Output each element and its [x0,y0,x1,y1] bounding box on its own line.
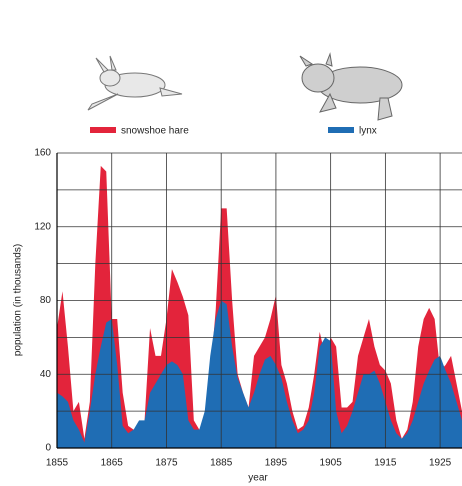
y-axis-label: population (in thousands) [13,244,24,356]
x-tick-label: 1895 [265,458,288,469]
y-tick-label: 40 [40,369,52,380]
x-tick-label: 1855 [46,458,69,469]
hare-illustration [87,55,183,111]
legend-label: snowshoe hare [121,126,189,137]
x-axis-label: year [248,473,268,484]
y-tick-label: 0 [45,443,51,454]
x-tick-label: 1865 [101,458,124,469]
y-tick-label: 80 [40,295,52,306]
x-tick-label: 1905 [320,458,343,469]
legend-swatch [328,127,354,133]
legend-label: lynx [359,126,377,137]
area [57,165,462,448]
x-tick-label: 1925 [429,458,452,469]
lynx-illustration [299,52,403,121]
x-tick-label: 1885 [210,458,233,469]
y-tick-label: 120 [34,221,51,232]
legend-swatch [90,127,116,133]
x-tick-label: 1875 [155,458,178,469]
x-tick-label: 1915 [374,458,397,469]
y-tick-label: 160 [34,148,51,159]
